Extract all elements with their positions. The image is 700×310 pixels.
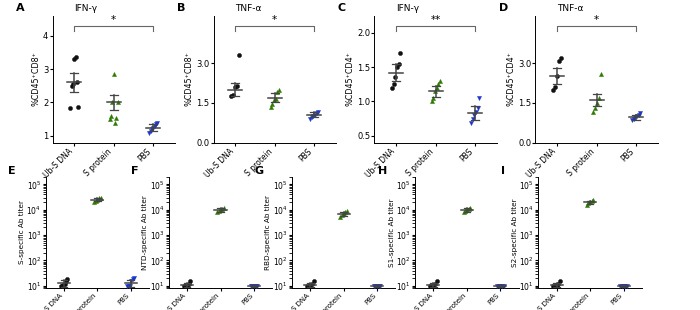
- Text: C: C: [337, 3, 346, 13]
- Text: TNF-α: TNF-α: [557, 4, 584, 13]
- Text: B: B: [176, 3, 185, 13]
- Text: *: *: [272, 15, 277, 25]
- Y-axis label: S-specific Ab titer: S-specific Ab titer: [19, 201, 25, 264]
- Text: E: E: [8, 166, 16, 175]
- Text: F: F: [132, 166, 139, 175]
- Y-axis label: %CD45⁺CD4⁺: %CD45⁺CD4⁺: [345, 51, 354, 107]
- Text: A: A: [15, 3, 24, 13]
- Text: IFN-γ: IFN-γ: [74, 4, 98, 13]
- Text: H: H: [378, 166, 387, 175]
- Text: **: **: [430, 15, 441, 25]
- Text: I: I: [501, 166, 505, 175]
- Y-axis label: RBD-specific Ab titer: RBD-specific Ab titer: [265, 195, 272, 270]
- Y-axis label: NTD-specific Ab titer: NTD-specific Ab titer: [142, 195, 148, 270]
- Y-axis label: %CD45⁺CD8⁺: %CD45⁺CD8⁺: [184, 51, 193, 107]
- Text: *: *: [594, 15, 599, 25]
- Text: D: D: [498, 3, 508, 13]
- Text: IFN-γ: IFN-γ: [396, 4, 420, 13]
- Y-axis label: %CD45⁺CD8⁺: %CD45⁺CD8⁺: [32, 51, 40, 107]
- Text: TNF-α: TNF-α: [235, 4, 262, 13]
- Y-axis label: S2-specific Ab titer: S2-specific Ab titer: [512, 198, 518, 267]
- Y-axis label: S1-specific Ab titer: S1-specific Ab titer: [389, 198, 395, 267]
- Y-axis label: %CD45⁺CD4⁺: %CD45⁺CD4⁺: [506, 51, 515, 107]
- Text: G: G: [255, 166, 264, 175]
- Text: *: *: [111, 15, 116, 25]
